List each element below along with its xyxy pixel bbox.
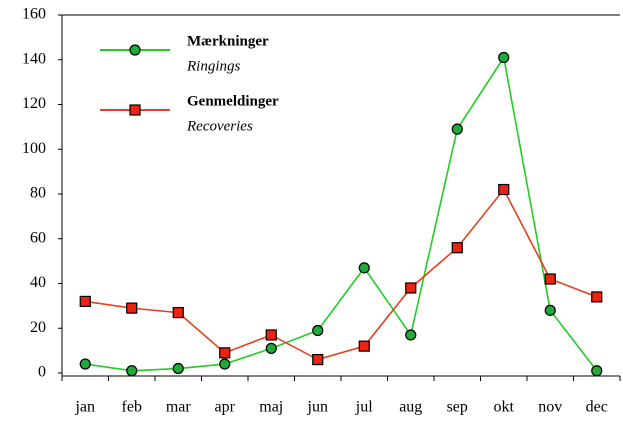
point: [591, 291, 603, 303]
point: [79, 295, 91, 307]
y-tick-label: 100: [22, 140, 46, 157]
point: [219, 347, 231, 359]
point: [126, 365, 138, 377]
legend-sublabel: Recoveries: [186, 118, 253, 134]
point: [129, 44, 141, 56]
point: [312, 353, 324, 366]
x-tick-label: okt: [494, 399, 515, 416]
y-tick-label: 120: [22, 95, 46, 112]
y-tick-label: 140: [22, 50, 46, 67]
x-tick-label: sep: [447, 399, 468, 416]
x-tick-label: feb: [122, 399, 142, 416]
point: [265, 342, 277, 354]
x-tick-label: dec: [586, 399, 608, 416]
legend-label: Mærkninger: [187, 33, 269, 49]
legend-sublabel: Ringings: [186, 58, 240, 74]
point: [405, 329, 417, 341]
y-tick-label: 0: [38, 364, 46, 381]
point: [172, 362, 184, 375]
point: [405, 282, 417, 294]
x-tick-label: maj: [259, 399, 283, 416]
x-tick-label: jan: [74, 399, 95, 416]
point: [544, 273, 556, 285]
series-line: [85, 55, 598, 372]
point: [265, 329, 277, 341]
y-tick-label: 80: [30, 185, 46, 202]
point: [129, 104, 141, 116]
y-tick-label: 160: [22, 6, 46, 23]
point: [219, 358, 231, 370]
point: [358, 262, 370, 274]
y-tick-label: 20: [30, 319, 46, 336]
point: [544, 304, 556, 316]
point: [79, 358, 91, 370]
y-tick-label: 60: [30, 229, 46, 246]
x-tick-label: mar: [166, 399, 192, 416]
x-tick-label: apr: [215, 399, 236, 416]
point: [126, 302, 138, 314]
series-line: [85, 188, 598, 361]
y-tick-label: 40: [30, 274, 46, 291]
x-tick-label: jun: [307, 399, 328, 416]
point: [498, 183, 510, 196]
legend-label: Genmeldinger: [187, 93, 279, 109]
x-tick-label: aug: [399, 399, 422, 416]
point: [172, 306, 184, 319]
point: [451, 242, 463, 254]
point: [498, 51, 510, 64]
point: [591, 365, 603, 377]
x-tick-label: nov: [538, 399, 562, 416]
point: [451, 123, 463, 135]
point: [312, 324, 324, 337]
point: [358, 340, 370, 352]
x-tick-label: jul: [355, 399, 373, 416]
